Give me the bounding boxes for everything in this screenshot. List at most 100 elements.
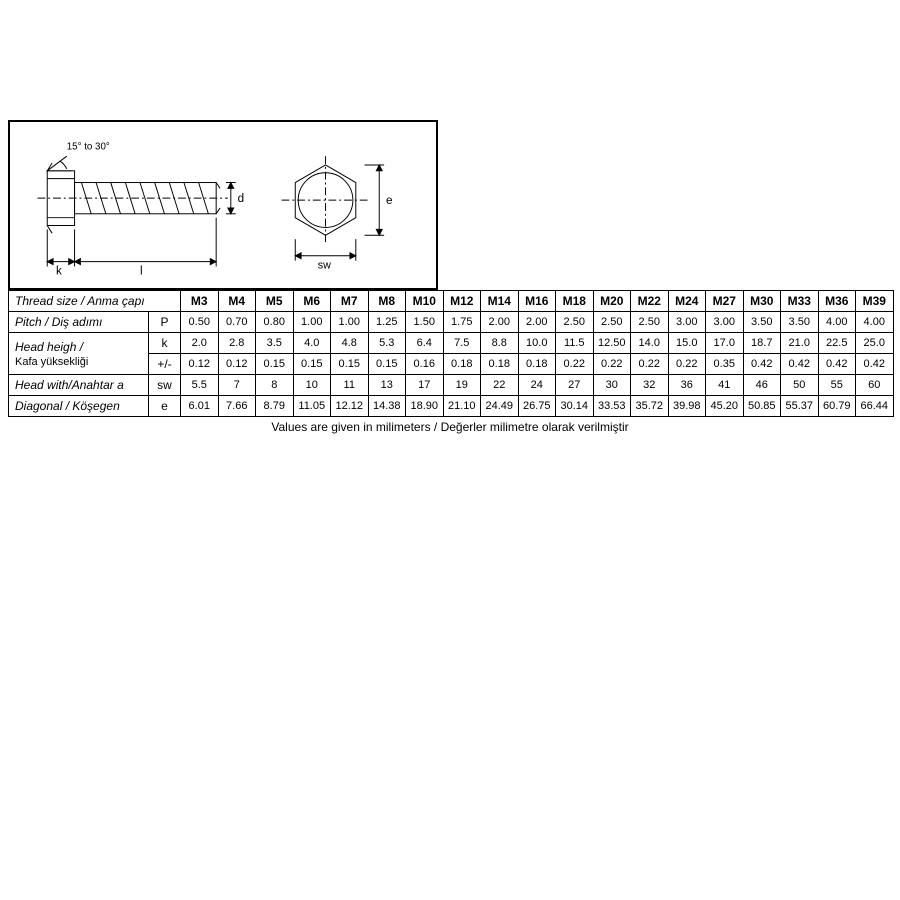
value-cell: 0.35 [706,354,744,375]
value-cell: 5.3 [368,333,406,354]
value-cell: 13 [368,375,406,396]
value-cell: 2.50 [593,312,631,333]
value-cell: 0.50 [181,312,219,333]
value-cell: 24 [518,375,556,396]
size-header: M30 [743,291,781,312]
value-cell: 19 [443,375,481,396]
value-cell: 0.22 [593,354,631,375]
value-cell: 0.42 [781,354,819,375]
dim-e-label: e [386,194,393,207]
value-cell: 17 [406,375,444,396]
value-cell: 36 [668,375,706,396]
size-header: M27 [706,291,744,312]
value-cell: 17.0 [706,333,744,354]
value-cell: 8.8 [481,333,519,354]
size-header: M16 [518,291,556,312]
value-cell: 12.50 [593,333,631,354]
value-cell: 8.79 [256,396,294,417]
row-symbol: k [149,333,181,354]
value-cell: 0.22 [668,354,706,375]
value-cell: 2.50 [631,312,669,333]
row-label: Diagonal / Köşegen [9,396,149,417]
value-cell: 22.5 [818,333,856,354]
value-cell: 3.00 [706,312,744,333]
dim-d-label: d [238,192,245,205]
size-header: M36 [818,291,856,312]
size-header: M39 [856,291,894,312]
value-cell: 0.22 [631,354,669,375]
value-cell: 0.18 [481,354,519,375]
size-header: M5 [256,291,294,312]
value-cell: 4.00 [818,312,856,333]
size-header: M14 [481,291,519,312]
dim-sw-label: sw [318,259,331,271]
value-cell: 18.90 [406,396,444,417]
value-cell: 14.0 [631,333,669,354]
value-cell: 10.0 [518,333,556,354]
value-cell: 0.42 [743,354,781,375]
value-cell: 46 [743,375,781,396]
value-cell: 55 [818,375,856,396]
value-cell: 66.44 [856,396,894,417]
size-header: M4 [218,291,256,312]
value-cell: 0.70 [218,312,256,333]
value-cell: 14.38 [368,396,406,417]
value-cell: 55.37 [781,396,819,417]
size-header: M12 [443,291,481,312]
value-cell: 1.25 [368,312,406,333]
table-header-row: Thread size / Anma çapı M3M4M5M6M7M8M10M… [9,291,894,312]
value-cell: 21.0 [781,333,819,354]
row-symbol: P [149,312,181,333]
value-cell: 39.98 [668,396,706,417]
table-body: Pitch / Diş adımıP0.500.700.801.001.001.… [9,312,894,417]
value-cell: 11.05 [293,396,331,417]
table-row: Pitch / Diş adımıP0.500.700.801.001.001.… [9,312,894,333]
size-header: M22 [631,291,669,312]
value-cell: 3.50 [743,312,781,333]
value-cell: 22 [481,375,519,396]
value-cell: 5.5 [181,375,219,396]
value-cell: 3.50 [781,312,819,333]
value-cell: 11 [331,375,369,396]
value-cell: 11.5 [556,333,594,354]
table-row: Diagonal / Köşegene6.017.668.7911.0512.1… [9,396,894,417]
size-header: M18 [556,291,594,312]
table-row: Head with/Anahtar asw5.57810111317192224… [9,375,894,396]
value-cell: 4.0 [293,333,331,354]
row-symbol: e [149,396,181,417]
dim-k-label: k [56,264,62,277]
row-symbol: sw [149,375,181,396]
value-cell: 8 [256,375,294,396]
value-cell: 1.75 [443,312,481,333]
value-cell: 6.4 [406,333,444,354]
value-cell: 30.14 [556,396,594,417]
spec-table: Thread size / Anma çapı M3M4M5M6M7M8M10M… [8,290,894,417]
value-cell: 2.00 [518,312,556,333]
value-cell: 1.50 [406,312,444,333]
value-cell: 25.0 [856,333,894,354]
value-cell: 4.00 [856,312,894,333]
value-cell: 0.12 [218,354,256,375]
value-cell: 0.18 [443,354,481,375]
value-cell: 2.50 [556,312,594,333]
value-cell: 26.75 [518,396,556,417]
bolt-diagram: 15° to 30° k l d sw e [8,120,438,290]
value-cell: 2.8 [218,333,256,354]
value-cell: 3.00 [668,312,706,333]
value-cell: 6.01 [181,396,219,417]
size-header: M7 [331,291,369,312]
value-cell: 1.00 [293,312,331,333]
value-cell: 0.18 [518,354,556,375]
value-cell: 15.0 [668,333,706,354]
value-cell: 0.22 [556,354,594,375]
value-cell: 32 [631,375,669,396]
size-header: M20 [593,291,631,312]
value-cell: 7.5 [443,333,481,354]
value-cell: 27 [556,375,594,396]
size-header: M24 [668,291,706,312]
value-cell: 3.5 [256,333,294,354]
size-header: M33 [781,291,819,312]
size-header: M8 [368,291,406,312]
value-cell: 0.42 [818,354,856,375]
value-cell: 24.49 [481,396,519,417]
